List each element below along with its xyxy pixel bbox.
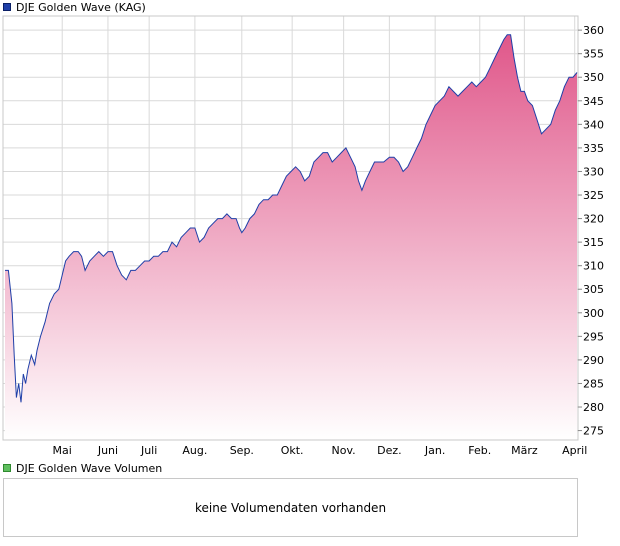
price-legend: DJE Golden Wave (KAG) <box>3 0 146 14</box>
y-tick-label: 285 <box>583 377 604 390</box>
volume-legend: DJE Golden Wave Volumen <box>3 461 162 475</box>
volume-panel: keine Volumendaten vorhanden <box>3 478 578 537</box>
price-legend-swatch <box>3 3 11 11</box>
y-tick-label: 310 <box>583 260 604 273</box>
y-tick-label: 290 <box>583 354 604 367</box>
x-tick-label: Aug. <box>182 444 207 457</box>
y-tick-label: 330 <box>583 165 604 178</box>
y-tick-label: 325 <box>583 189 604 202</box>
y-tick-label: 355 <box>583 48 604 61</box>
y-tick-label: 335 <box>583 142 604 155</box>
y-tick-label: 305 <box>583 283 604 296</box>
price-area-fill <box>5 34 577 441</box>
x-tick-label: Nov. <box>332 444 356 457</box>
x-tick-label: Mai <box>53 444 72 457</box>
x-tick-label: Sep. <box>230 444 254 457</box>
y-tick-label: 280 <box>583 401 604 414</box>
x-tick-label: Okt. <box>281 444 304 457</box>
volume-legend-swatch <box>3 464 11 472</box>
x-tick-label: Jan. <box>424 444 445 457</box>
y-tick-label: 275 <box>583 425 604 438</box>
axis-labels: 275 280 285 290 295 300 305 310 315 320 325 330 335 3… <box>53 24 604 457</box>
y-tick-label: 295 <box>583 330 604 343</box>
plot-frame <box>2 15 579 441</box>
volume-legend-label: DJE Golden Wave Volumen <box>16 461 163 475</box>
x-tick-label: März <box>511 444 538 457</box>
y-tick-label: 350 <box>583 71 604 84</box>
x-tick-label: Dez. <box>377 444 402 457</box>
price-line <box>5 34 578 403</box>
price-legend-label: DJE Golden Wave (KAG) <box>16 0 146 14</box>
price-chart: 275 280 285 290 295 300 305 310 315 320 325 330 335 3… <box>2 15 604 457</box>
volume-empty-message: keine Volumendaten vorhanden <box>194 500 387 515</box>
y-tick-label: 315 <box>583 236 604 249</box>
y-tick-label: 300 <box>583 307 604 320</box>
x-tick-label: April <box>562 444 587 457</box>
y-tick-label: 340 <box>583 118 604 131</box>
y-tick-label: 345 <box>583 95 604 108</box>
y-tick-label: 320 <box>583 213 604 226</box>
y-tick-label: 360 <box>583 24 604 37</box>
x-tick-label: Feb. <box>468 444 491 457</box>
x-tick-label: Juni <box>97 444 118 457</box>
x-tick-label: Juli <box>140 444 157 457</box>
